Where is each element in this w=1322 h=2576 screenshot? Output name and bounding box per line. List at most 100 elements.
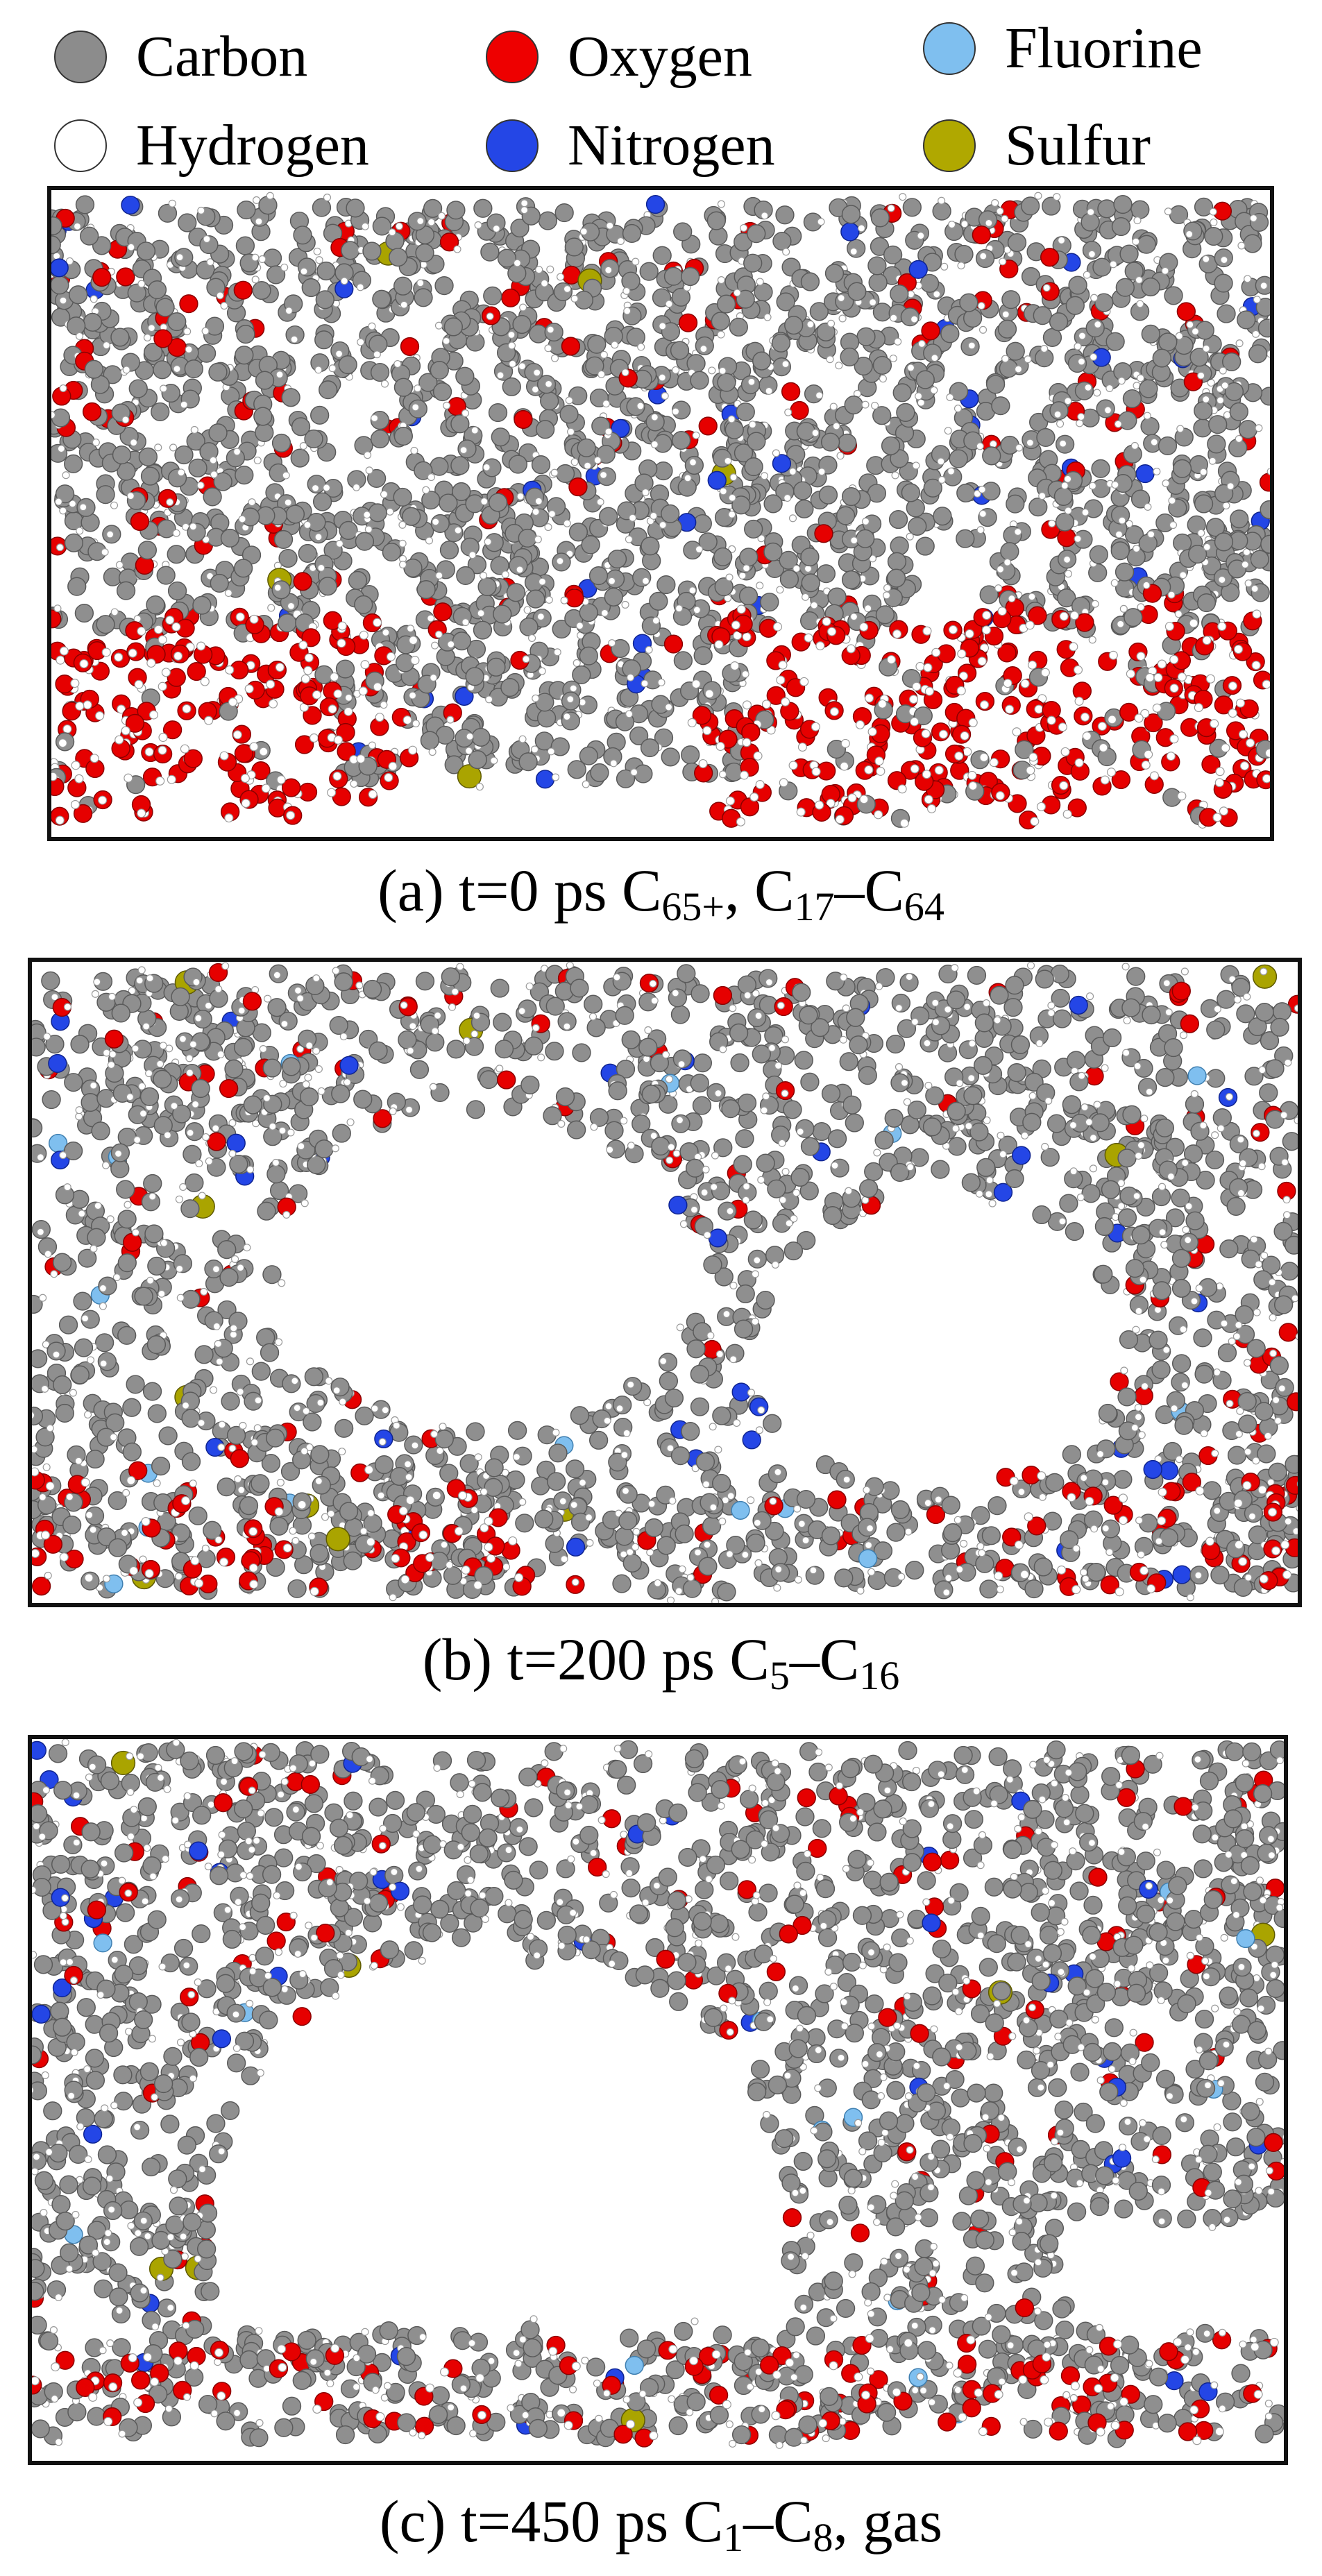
hydrogen-atom <box>938 475 946 484</box>
hydrogen-atom <box>297 1142 305 1151</box>
hydrogen-atom <box>995 791 1005 801</box>
carbon-atom <box>1208 415 1228 434</box>
hydrogen-atom <box>675 1587 683 1595</box>
hydrogen-atom <box>368 741 376 749</box>
hydrogen-atom <box>1107 715 1117 724</box>
hydrogen-atom <box>225 665 235 675</box>
carbon-atom <box>443 317 463 337</box>
hydrogen-atom <box>68 500 77 508</box>
carbon-atom <box>596 445 616 464</box>
carbon-atom <box>185 1173 204 1193</box>
hydrogen-atom <box>507 330 516 339</box>
hydrogen-atom <box>171 622 181 632</box>
hydrogen-atom <box>357 338 365 346</box>
hydrogen-atom <box>944 1574 953 1582</box>
hydrogen-atom <box>1243 1359 1252 1367</box>
hydrogen-atom <box>688 458 697 466</box>
oxygen-atom <box>1057 528 1076 548</box>
hydrogen-atom <box>159 1042 167 1050</box>
hydrogen-atom <box>1213 1368 1221 1377</box>
hydrogen-atom <box>584 461 592 470</box>
carbon-atom <box>188 1506 207 1525</box>
hydrogen-atom <box>573 659 581 667</box>
carbon-atom <box>947 1137 967 1156</box>
hydrogen-atom <box>214 985 223 993</box>
hydrogen-atom <box>474 1453 482 1461</box>
hydrogen-atom <box>365 466 373 475</box>
hydrogen-atom <box>1169 734 1179 744</box>
hydrogen-atom <box>276 1478 285 1486</box>
hydrogen-atom <box>715 741 725 751</box>
hydrogen-atom <box>815 391 824 400</box>
carbon-atom <box>1092 257 1112 277</box>
carbon-atom <box>229 1154 248 1174</box>
carbon-atom <box>816 322 836 341</box>
hydrogen-atom <box>570 458 579 466</box>
hydrogen-atom <box>300 267 308 276</box>
hydrogen-atom <box>1179 1325 1187 1334</box>
carbon-atom <box>1000 435 1019 455</box>
hydrogen-atom <box>630 768 638 777</box>
carbon-atom <box>760 593 779 612</box>
hydrogen-atom <box>1053 193 1061 201</box>
hydrogen-atom <box>684 474 692 482</box>
carbon-atom <box>1230 509 1249 529</box>
hydrogen-atom <box>1252 330 1260 338</box>
carbon-atom <box>251 1362 271 1381</box>
hydrogen-atom <box>1119 604 1128 613</box>
hydrogen-atom <box>1038 492 1046 500</box>
hydrogen-atom <box>938 196 946 205</box>
carbon-atom <box>731 495 751 515</box>
carbon-atom <box>1152 348 1171 368</box>
carbon-atom <box>64 533 84 552</box>
hydrogen-atom <box>135 976 144 985</box>
carbon-atom <box>779 550 798 570</box>
hydrogen-atom <box>788 467 797 476</box>
carbon-atom <box>588 1430 609 1450</box>
hydrogen-atom <box>1219 366 1227 375</box>
carbon-atom <box>572 1043 591 1062</box>
carbon-atom <box>1115 278 1135 297</box>
hydrogen-atom <box>1114 420 1122 428</box>
hydrogen-atom <box>1056 420 1065 428</box>
hydrogen-atom <box>186 1128 194 1137</box>
carbon-atom <box>188 458 207 477</box>
carbon-atom <box>1032 1205 1051 1225</box>
legend-label-sulfur: Sulfur <box>1005 113 1151 178</box>
hydrogen-atom <box>864 765 874 774</box>
hydrogen-atom <box>196 641 206 651</box>
carbon-atom <box>599 507 618 526</box>
hydrogen-atom <box>598 370 606 378</box>
carbon-atom <box>1140 416 1160 436</box>
hydrogen-atom <box>960 220 969 228</box>
carbon-atom <box>393 276 413 296</box>
hydrogen-atom <box>258 255 266 263</box>
carbon-atom <box>1204 226 1223 246</box>
hydrogen-atom <box>337 621 347 631</box>
hydrogen-atom <box>177 468 185 477</box>
carbon-atom <box>1171 1354 1192 1373</box>
carbon-atom <box>671 287 690 307</box>
carbon-atom <box>490 978 509 998</box>
hydrogen-atom <box>575 622 584 630</box>
hydrogen-atom <box>645 645 653 654</box>
hydrogen-atom <box>333 735 343 745</box>
hydrogen-atom <box>676 1323 684 1332</box>
carbon-atom <box>555 464 575 484</box>
hydrogen-atom <box>1117 377 1126 385</box>
hydrogen-atom <box>822 617 831 627</box>
hydrogen-atom <box>1202 636 1212 645</box>
hydrogen-atom <box>1220 255 1228 264</box>
carbon-atom <box>712 1406 731 1425</box>
hydrogen-atom <box>479 571 488 579</box>
carbon-atom <box>881 436 901 455</box>
hydrogen-atom <box>496 371 505 380</box>
hydrogen-atom <box>75 701 85 711</box>
carbon-atom <box>827 587 847 607</box>
hydrogen-atom <box>285 307 293 315</box>
hydrogen-atom <box>1294 1004 1298 1012</box>
hydrogen-atom <box>806 320 815 328</box>
carbon-atom <box>856 327 876 346</box>
carbon-atom <box>763 542 783 561</box>
hydrogen-atom <box>42 1463 51 1471</box>
